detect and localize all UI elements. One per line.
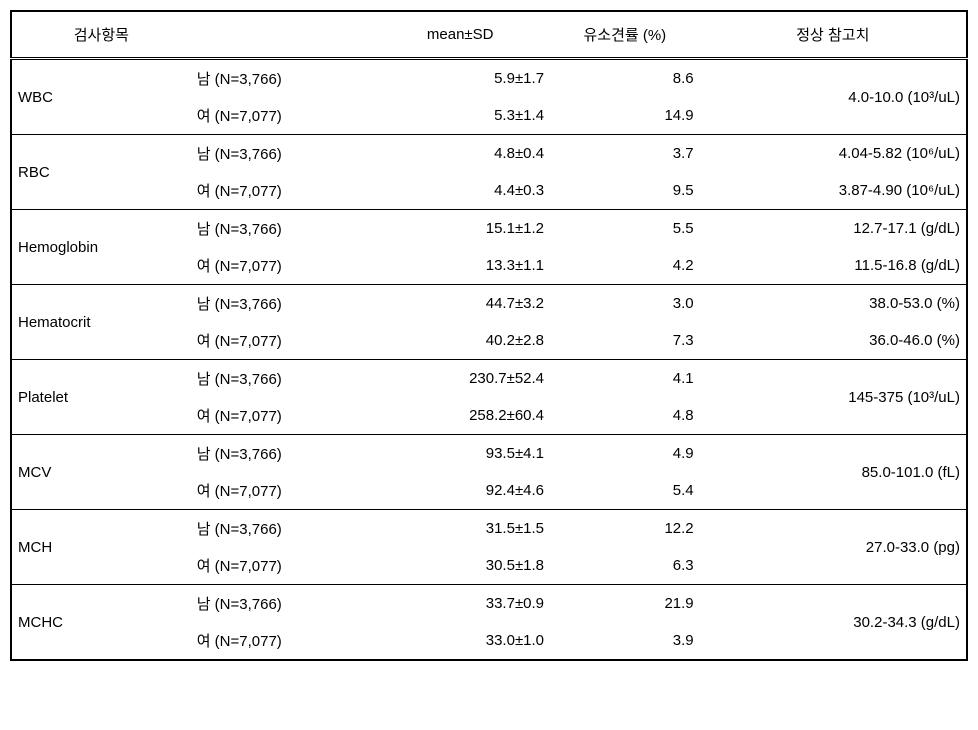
mean-male: 15.1±1.2 bbox=[370, 210, 550, 248]
header-ref: 정상 참고치 bbox=[700, 11, 967, 59]
item-name: MCH bbox=[11, 510, 191, 585]
sex-male: 남 (N=3,766) bbox=[191, 210, 371, 248]
mean-male: 44.7±3.2 bbox=[370, 285, 550, 323]
item-name: RBC bbox=[11, 135, 191, 210]
header-ratio: 유소견률 (%) bbox=[550, 11, 700, 59]
item-name: WBC bbox=[11, 59, 191, 135]
mean-female: 5.3±1.4 bbox=[370, 97, 550, 135]
ratio-male: 5.5 bbox=[550, 210, 700, 248]
header-item: 검사항목 bbox=[11, 11, 191, 59]
ratio-male: 21.9 bbox=[550, 585, 700, 623]
mean-female: 33.0±1.0 bbox=[370, 622, 550, 660]
sex-female: 여 (N=7,077) bbox=[191, 472, 371, 510]
ref-female: 36.0-46.0 (%) bbox=[700, 322, 967, 360]
ref-female: 3.87-4.90 (10⁶/uL) bbox=[700, 172, 967, 210]
ref-merged: 145-375 (10³/uL) bbox=[700, 360, 967, 435]
sex-female: 여 (N=7,077) bbox=[191, 247, 371, 285]
mean-female: 13.3±1.1 bbox=[370, 247, 550, 285]
sex-male: 남 (N=3,766) bbox=[191, 285, 371, 323]
mean-male: 33.7±0.9 bbox=[370, 585, 550, 623]
mean-male: 230.7±52.4 bbox=[370, 360, 550, 398]
ratio-female: 4.8 bbox=[550, 397, 700, 435]
header-mean: mean±SD bbox=[370, 11, 550, 59]
ratio-female: 14.9 bbox=[550, 97, 700, 135]
sex-female: 여 (N=7,077) bbox=[191, 397, 371, 435]
ratio-female: 4.2 bbox=[550, 247, 700, 285]
ratio-male: 12.2 bbox=[550, 510, 700, 548]
ratio-female: 6.3 bbox=[550, 547, 700, 585]
item-name: MCHC bbox=[11, 585, 191, 661]
lab-table: 검사항목 mean±SD 유소견률 (%) 정상 참고치 WBC남 (N=3,7… bbox=[10, 10, 968, 661]
item-name: Hemoglobin bbox=[11, 210, 191, 285]
sex-female: 여 (N=7,077) bbox=[191, 97, 371, 135]
sex-male: 남 (N=3,766) bbox=[191, 510, 371, 548]
ratio-female: 9.5 bbox=[550, 172, 700, 210]
item-name: Hematocrit bbox=[11, 285, 191, 360]
ref-male: 12.7-17.1 (g/dL) bbox=[700, 210, 967, 248]
ratio-male: 3.7 bbox=[550, 135, 700, 173]
ref-male: 38.0-53.0 (%) bbox=[700, 285, 967, 323]
mean-female: 258.2±60.4 bbox=[370, 397, 550, 435]
ref-male: 4.04-5.82 (10⁶/uL) bbox=[700, 135, 967, 173]
ref-female: 11.5-16.8 (g/dL) bbox=[700, 247, 967, 285]
ratio-female: 3.9 bbox=[550, 622, 700, 660]
ratio-male: 4.9 bbox=[550, 435, 700, 473]
sex-female: 여 (N=7,077) bbox=[191, 172, 371, 210]
mean-female: 92.4±4.6 bbox=[370, 472, 550, 510]
sex-male: 남 (N=3,766) bbox=[191, 59, 371, 98]
item-name: MCV bbox=[11, 435, 191, 510]
sex-female: 여 (N=7,077) bbox=[191, 547, 371, 585]
ratio-female: 5.4 bbox=[550, 472, 700, 510]
ref-merged: 4.0-10.0 (10³/uL) bbox=[700, 59, 967, 135]
ref-merged: 27.0-33.0 (pg) bbox=[700, 510, 967, 585]
mean-male: 93.5±4.1 bbox=[370, 435, 550, 473]
sex-male: 남 (N=3,766) bbox=[191, 135, 371, 173]
ratio-female: 7.3 bbox=[550, 322, 700, 360]
ratio-male: 4.1 bbox=[550, 360, 700, 398]
sex-female: 여 (N=7,077) bbox=[191, 622, 371, 660]
mean-female: 30.5±1.8 bbox=[370, 547, 550, 585]
sex-male: 남 (N=3,766) bbox=[191, 360, 371, 398]
sex-male: 남 (N=3,766) bbox=[191, 435, 371, 473]
sex-male: 남 (N=3,766) bbox=[191, 585, 371, 623]
mean-female: 40.2±2.8 bbox=[370, 322, 550, 360]
ref-merged: 85.0-101.0 (fL) bbox=[700, 435, 967, 510]
sex-female: 여 (N=7,077) bbox=[191, 322, 371, 360]
ref-merged: 30.2-34.3 (g/dL) bbox=[700, 585, 967, 661]
item-name: Platelet bbox=[11, 360, 191, 435]
mean-female: 4.4±0.3 bbox=[370, 172, 550, 210]
ratio-male: 3.0 bbox=[550, 285, 700, 323]
mean-male: 4.8±0.4 bbox=[370, 135, 550, 173]
mean-male: 31.5±1.5 bbox=[370, 510, 550, 548]
mean-male: 5.9±1.7 bbox=[370, 59, 550, 98]
ratio-male: 8.6 bbox=[550, 59, 700, 98]
